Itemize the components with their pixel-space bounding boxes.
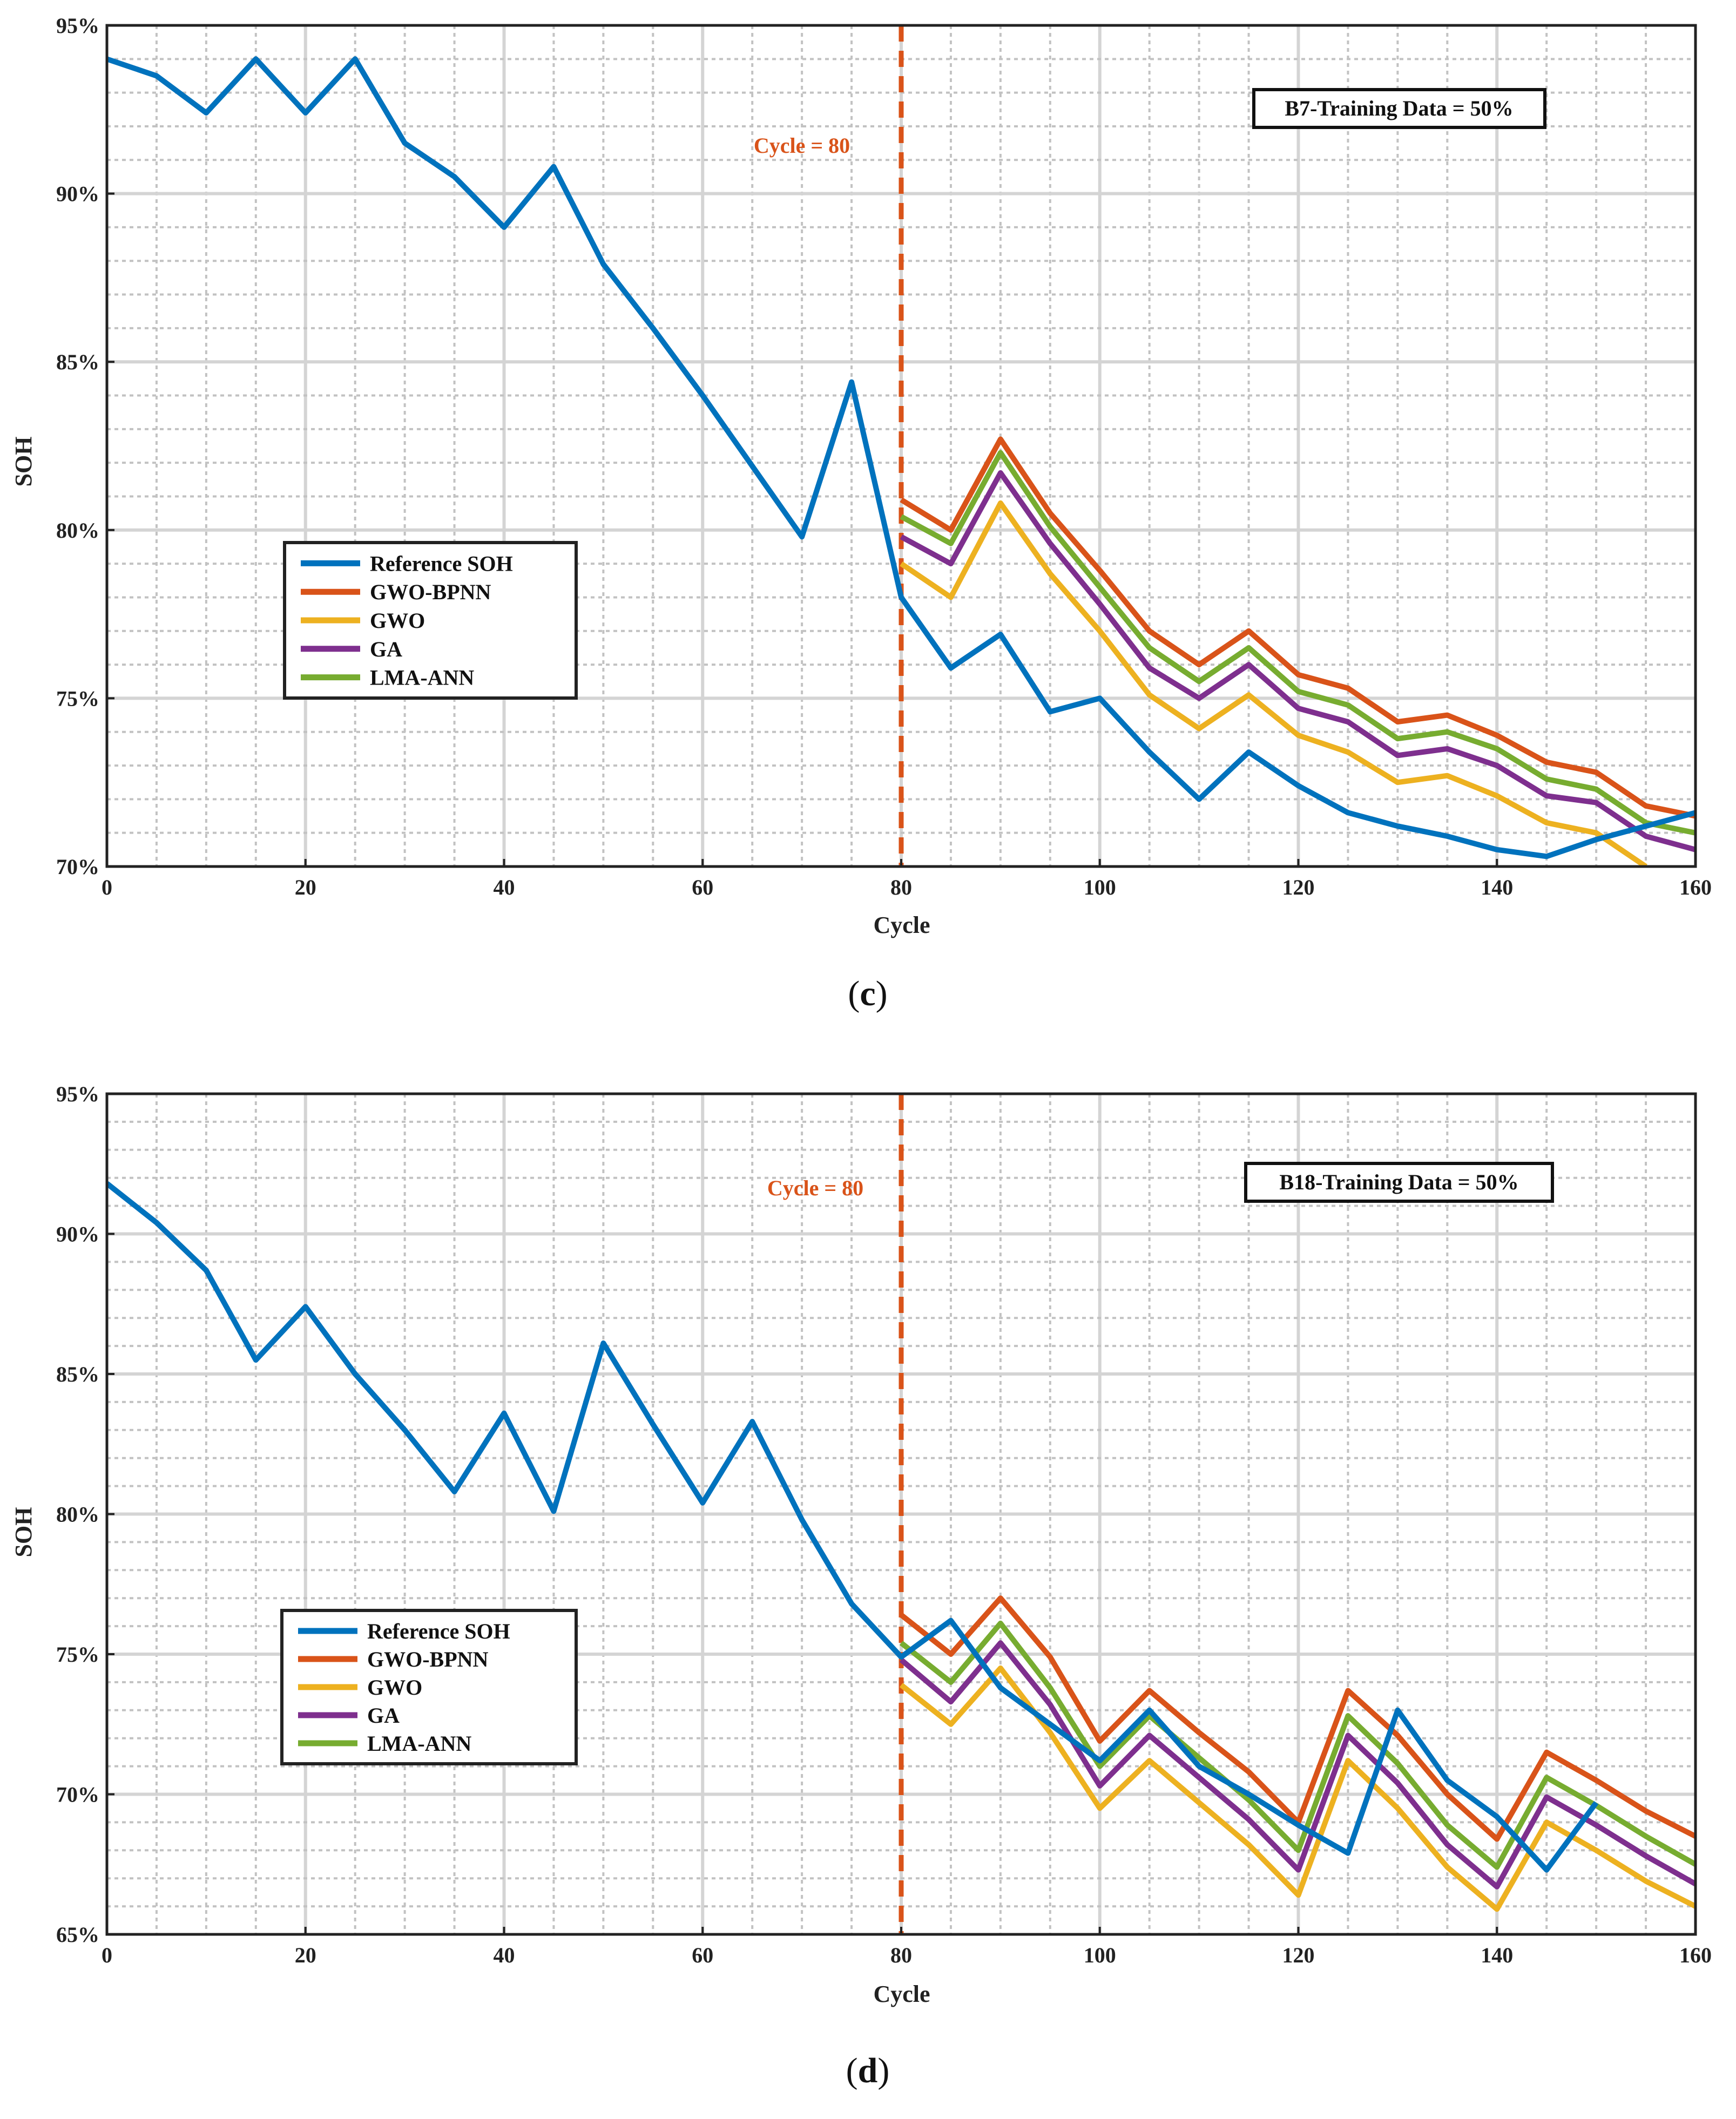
legend-label: GWO [370,608,425,633]
x-tick-label: 80 [890,875,912,899]
x-axis-label-c: Cycle [873,912,930,938]
series-line-ga [900,470,1696,852]
x-axis-label-d: Cycle [873,1981,930,2007]
x-tick-label: 40 [494,875,515,899]
legend-items-d: Reference SOH GWO-BPNN GWO GA LMA-ANN [298,1619,510,1756]
x-tick-label: 120 [1282,1943,1315,1967]
y-tick-label: 65% [56,1922,99,1947]
legend-label: GWO-BPNN [370,580,491,604]
y-tick-label: 75% [56,686,99,710]
legend-d: Reference SOH GWO-BPNN GWO GA LMA-ANN [280,1609,578,1765]
x-tick-label: 160 [1679,875,1712,899]
y-tick-label: 80% [56,1502,99,1527]
series-line-gwo [900,500,1647,866]
series-line-lma-ann [900,450,1696,836]
x-tick-label: 40 [494,1943,515,1967]
series-line-reference-soh [107,56,1696,859]
y-tick-label: 95% [56,1082,99,1106]
training-annotation-c: B7-Training Data = 50% [1285,96,1513,120]
series-line-gwo-bpnn [900,436,1696,819]
panel-label-d: (d) [846,2051,890,2090]
x-tick-label: 20 [295,1943,316,1967]
y-tick-label: 85% [56,1362,99,1386]
legend-label: GWO-BPNN [367,1647,489,1671]
training-annotation-box-d [1244,1162,1554,1203]
chart-panel-d: 0 20 40 60 80 100 120 140 160 65% 70% 75% 80% 85% 90% 9… [10,1082,1712,2090]
y-tick-label: 90% [56,1222,99,1247]
x-tick-label: 0 [102,1943,112,1967]
y-tick-label: 75% [56,1642,99,1667]
chart-panel-c: 0 20 40 60 80 100 120 140 16070%75%80%85%90%95% … [10,13,1712,1013]
y-tick-label: 90% [56,182,99,206]
y-tick-label: 85% [56,350,99,374]
legend-label: GWO [367,1675,422,1700]
y-axis-label-d: SOH [10,1507,37,1558]
y-tick-label: 70% [56,855,99,879]
series-line-lma-ann [899,1620,1696,1870]
legend-label: LMA-ANN [367,1731,471,1756]
legend-label: Reference SOH [367,1619,510,1643]
series-c [107,56,1696,866]
legend-label: LMA-ANN [370,666,474,690]
x-tick-label: 100 [1084,875,1116,899]
training-annotation-box-c [1252,88,1546,129]
cycle-annotation-c: Cycle = 80 [754,133,850,158]
x-tick-label: 20 [295,875,316,899]
y-axis-label-c: SOH [10,437,37,487]
legend-label: GA [370,637,402,661]
x-tick-label: 60 [692,875,713,899]
y-tick-label: 80% [56,518,99,543]
legend-label: Reference SOH [370,551,513,576]
panel-label-c: (c) [848,974,887,1013]
x-tick-label: 0 [102,875,112,899]
ticks-c: 0 20 40 60 80 100 120 140 160 70% 75% 80% 85% 90% 95% [56,13,1712,899]
legend-label: GA [367,1703,400,1728]
ticks-d: 0 20 40 60 80 100 120 140 160 65% 70% 75% 80% 85% 90% 9… [56,1082,1712,1967]
x-tick-label: 120 [1282,875,1315,899]
panel-letter-c: c [860,974,875,1013]
y-tick-label: 70% [56,1783,99,1807]
x-tick-label: 140 [1481,1943,1513,1967]
x-tick-label: 100 [1084,1943,1116,1967]
x-tick-label: 140 [1481,875,1513,899]
legend-c: Reference SOH GWO-BPNN GWO GA LMA-ANN [283,541,578,700]
training-annotation-d: B18-Training Data = 50% [1279,1170,1518,1194]
x-tick-label: 60 [692,1943,713,1967]
y-tick-label: 95% [56,13,99,38]
x-tick-label: 160 [1679,1943,1712,1967]
series-line-ga [899,1640,1696,1890]
cycle-annotation-d: Cycle = 80 [767,1176,863,1200]
legend-items-c: Reference SOH GWO-BPNN GWO GA LMA-ANN [301,551,513,690]
series-line-reference-soh [107,1181,1599,1873]
legend-box-d [280,1609,578,1765]
series-d [107,1181,1696,1912]
panel-letter-d: d [858,2051,878,2090]
x-tick-label: 80 [890,1943,912,1967]
